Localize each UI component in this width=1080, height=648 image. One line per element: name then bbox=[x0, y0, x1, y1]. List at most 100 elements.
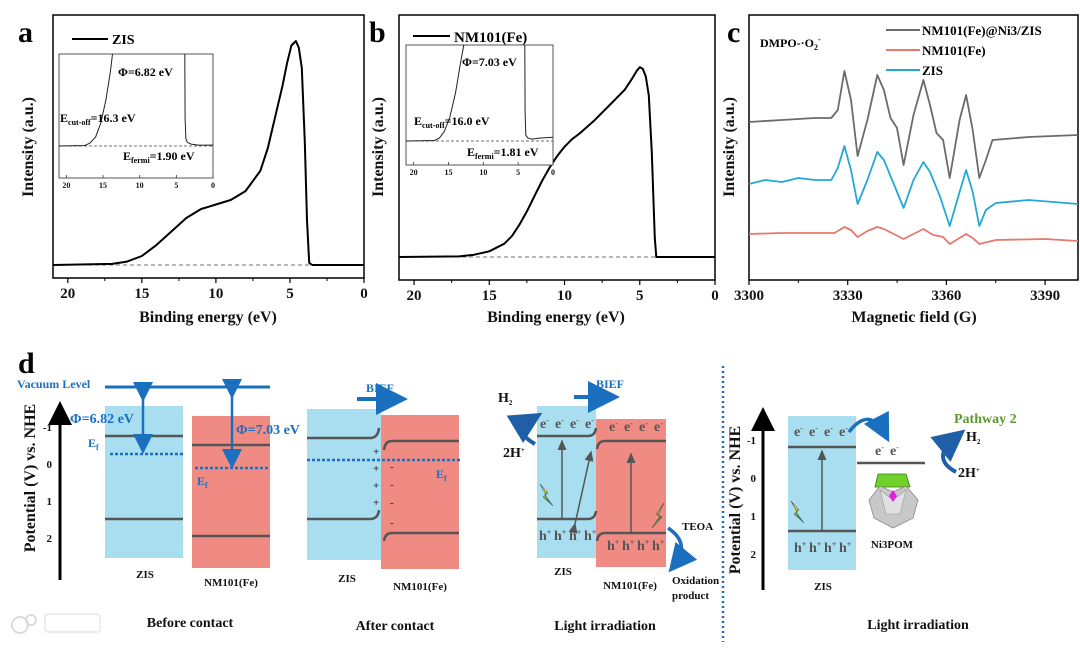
inset-left-edge-line bbox=[58, 53, 113, 147]
series-line-zis bbox=[748, 145, 1079, 227]
zis-label: ZIS bbox=[814, 581, 832, 593]
x-tick-label: 0 bbox=[711, 288, 719, 304]
ef-label: Ef bbox=[436, 467, 447, 483]
inset-b: 20 15 10 5 0 Φ=7.03 eV Ecut-off=16.0 eV Efer… bbox=[405, 44, 555, 177]
axis-tick: 2 bbox=[47, 533, 53, 545]
inset-tick-label: 15 bbox=[99, 181, 107, 190]
series-line-zis bbox=[52, 40, 364, 266]
inset-tick-label: 0 bbox=[211, 181, 215, 190]
nm101-label: NM101(Fe) bbox=[393, 581, 447, 593]
negative-charge: - bbox=[390, 517, 394, 529]
chart-c: c Magnetic field (G) Intensity (a.u.) DM… bbox=[721, 14, 1079, 326]
x-tick-label: 10 bbox=[557, 288, 572, 304]
holes-nm101: h+ h+ h+ h+ bbox=[607, 538, 665, 554]
stage-light-irradiation-pathway2: Light irradiation bbox=[867, 618, 969, 633]
hole: h+ bbox=[539, 528, 552, 544]
inset-phi: Φ=6.82 eV bbox=[118, 65, 173, 79]
reduction-arrow bbox=[506, 412, 543, 446]
y-axis-label: Intensity (a.u.) bbox=[20, 97, 37, 197]
electron: e- bbox=[839, 424, 848, 440]
electron: e- bbox=[570, 416, 579, 432]
x-tick-label: 10 bbox=[208, 286, 223, 302]
plot-area bbox=[748, 70, 1079, 245]
negative-charge: - bbox=[390, 461, 394, 473]
axis-tick: 1 bbox=[751, 511, 757, 523]
hole: h+ bbox=[839, 540, 852, 556]
x-tick-label: 5 bbox=[286, 286, 294, 302]
hole: h+ bbox=[794, 540, 807, 556]
zis-band-box bbox=[307, 409, 381, 560]
negative-charge: - bbox=[390, 479, 394, 491]
bief-label: BIEF bbox=[596, 377, 624, 391]
plot-frame bbox=[398, 14, 716, 281]
x-tick-label: 20 bbox=[60, 286, 75, 302]
x-tick-label: 20 bbox=[407, 288, 422, 304]
panel-label-a: a bbox=[18, 16, 33, 49]
plot-frame bbox=[52, 14, 365, 279]
axis-tick: 0 bbox=[751, 473, 757, 485]
positive-charge: + bbox=[373, 497, 379, 509]
stage-after-contact: After contact bbox=[356, 619, 435, 634]
x-tick-label: 5 bbox=[636, 288, 644, 304]
chart-b: b Binding energy (eV) Intensity (a.u.) N… bbox=[369, 14, 719, 326]
ni3pom-cluster-icon bbox=[868, 473, 919, 529]
hole: h+ bbox=[824, 540, 837, 556]
phi-nm101-label: Φ=7.03 eV bbox=[236, 423, 300, 438]
stage-light-irradiation: Light irradiation bbox=[554, 619, 656, 634]
hole: h+ bbox=[584, 528, 597, 544]
nm101-label: NM101(Fe) bbox=[204, 577, 258, 589]
electron: e- bbox=[639, 419, 648, 435]
inset-frame bbox=[58, 53, 214, 179]
electrons-zis: e-e-e-e- bbox=[540, 416, 594, 432]
2h-plus-label: 2H+ bbox=[958, 466, 980, 481]
band-diagram: d Potential (V) vs. NHE -1 0 1 2 Vacuum … bbox=[11, 347, 1017, 642]
axis-tick: -1 bbox=[747, 435, 756, 447]
legend-label: NM101(Fe)@Ni3/ZIS bbox=[922, 23, 1042, 38]
space-charge: + + + + - - - - bbox=[373, 446, 394, 529]
plot-area bbox=[52, 40, 364, 266]
chart-a: a Binding energy (eV) Intensity (a.u.) Z… bbox=[18, 14, 368, 326]
electrons-nm101: e-e-e-e- bbox=[609, 419, 663, 435]
oxidation-product-label: Oxidation bbox=[672, 575, 719, 587]
inset-fermi: Efermi=1.90 eV bbox=[123, 149, 195, 165]
panel-label-b: b bbox=[369, 16, 386, 49]
hole: h+ bbox=[652, 538, 665, 554]
inset-plot: 20 15 10 5 0 bbox=[58, 53, 215, 190]
inset-tick-label: 15 bbox=[444, 168, 452, 177]
legend: NM101(Fe)@Ni3/ZIS NM101(Fe) ZIS bbox=[886, 23, 1042, 78]
electrons-zis: e-e-e-e- bbox=[794, 424, 848, 440]
inset-fermi: Efermi=1.81 eV bbox=[467, 145, 539, 161]
zis-conduction-band bbox=[307, 427, 381, 440]
inset-a: 20 15 10 5 0 Φ=6.82 eV Ecut-off=16.3 eV Efer… bbox=[58, 53, 215, 190]
bief-label: BIEF bbox=[366, 381, 394, 395]
inset-tick-label: 20 bbox=[62, 181, 70, 190]
nm101-conduction-band bbox=[595, 439, 666, 450]
panel-label-c: c bbox=[727, 16, 740, 49]
inset-tick-label: 10 bbox=[136, 181, 144, 190]
y-axis-label: Intensity (a.u.) bbox=[721, 97, 738, 197]
x-tick-label: 0 bbox=[360, 286, 368, 302]
ni3pom-label: Ni3POM bbox=[871, 539, 914, 551]
teoa-label: TEOA bbox=[682, 521, 713, 533]
hole: h+ bbox=[637, 538, 650, 554]
hole: h+ bbox=[809, 540, 822, 556]
axis-tick: -1 bbox=[43, 422, 52, 434]
x-tick-label: 3330 bbox=[833, 288, 863, 304]
electron: e- bbox=[624, 419, 633, 435]
electron: e- bbox=[794, 424, 803, 440]
x-ticks: 20 15 10 5 0 bbox=[60, 278, 368, 302]
nm101-label: NM101(Fe) bbox=[603, 580, 657, 592]
zis-label: ZIS bbox=[338, 573, 356, 585]
nm101-valence-band bbox=[595, 531, 666, 542]
hole: h+ bbox=[554, 528, 567, 544]
x-tick-label: 15 bbox=[134, 286, 149, 302]
panel-label-d: d bbox=[18, 347, 35, 380]
holes-zis: h+ h+ h+ h+ bbox=[794, 540, 852, 556]
zis-conduction-band bbox=[537, 427, 598, 438]
inset-tick-label: 10 bbox=[479, 168, 487, 177]
legend-label-nm101: NM101(Fe) bbox=[454, 30, 527, 46]
phi-zis-label: Φ=6.82 eV bbox=[70, 412, 134, 427]
watermark-logo bbox=[11, 613, 101, 634]
electron: e- bbox=[585, 416, 594, 432]
inset-tick-label: 20 bbox=[410, 168, 418, 177]
